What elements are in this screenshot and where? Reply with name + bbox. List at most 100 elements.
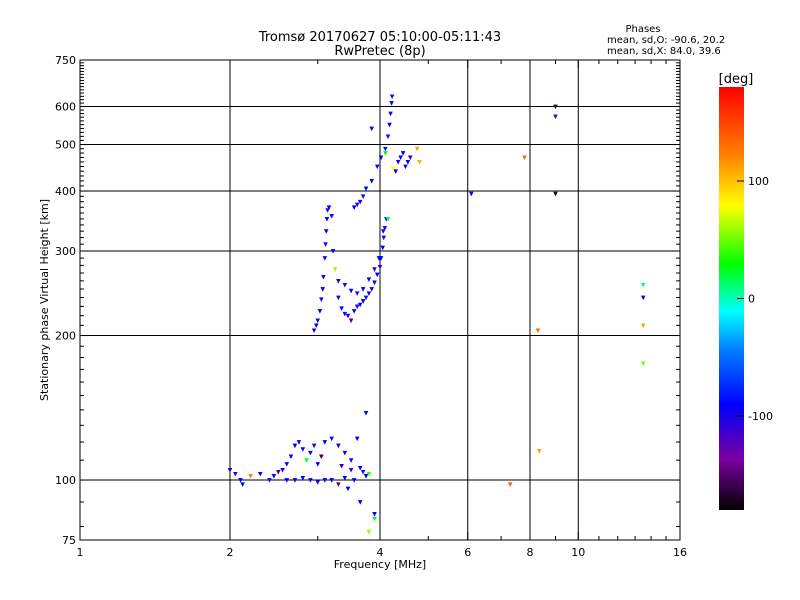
- echo-point: [390, 166, 396, 172]
- echo-point: [336, 443, 341, 449]
- echo-point: [640, 282, 646, 288]
- echo-point: [336, 278, 341, 284]
- echo-point: [296, 440, 302, 445]
- echo-point: [345, 313, 351, 319]
- echo-point: [271, 474, 277, 479]
- echo-point: [372, 267, 377, 272]
- echo-point: [354, 304, 360, 310]
- echo-point: [332, 267, 338, 272]
- echo-point: [304, 458, 309, 463]
- echo-point: [403, 164, 408, 170]
- echo-point: [354, 291, 360, 296]
- echo-point: [382, 226, 388, 231]
- x-tick-label: 4: [377, 546, 384, 559]
- echo-point: [380, 245, 385, 251]
- echo-point: [342, 282, 348, 288]
- x-axis-label: Frequency [MHz]: [334, 558, 426, 571]
- echo-point: [351, 205, 357, 210]
- echo-point: [322, 440, 328, 445]
- echo-point: [357, 199, 363, 205]
- echo-point: [240, 482, 245, 487]
- echo-point: [366, 277, 372, 282]
- y-tick-label: 400: [55, 185, 76, 198]
- y-axis: 75 100 200 300 400 500 600 750: [55, 54, 680, 547]
- echo-point: [339, 464, 344, 469]
- x-tick-label: 1: [77, 546, 84, 559]
- grid-lines: [80, 60, 680, 540]
- x-tick-label: 8: [527, 546, 534, 559]
- echo-point: [640, 323, 646, 329]
- echo-point: [284, 478, 290, 483]
- echo-point: [357, 465, 363, 471]
- echo-point: [363, 186, 369, 192]
- colorbar-label: [deg]: [719, 72, 754, 87]
- echo-point: [407, 155, 413, 161]
- echo-point: [360, 194, 366, 199]
- y-tick-label: 100: [55, 474, 76, 487]
- echo-point: [381, 235, 387, 241]
- colorbar-tick-label: -100: [748, 410, 773, 423]
- echo-point: [553, 191, 558, 197]
- stats-extraordinary: mean, sd,X: 84.0, 39.6: [607, 46, 721, 57]
- echo-point: [360, 299, 366, 304]
- echo-point: [366, 529, 372, 535]
- colorbar-tick-label: 100: [748, 175, 769, 188]
- echo-point: [522, 155, 527, 161]
- echo-point: [292, 443, 298, 449]
- echo-point: [320, 287, 326, 292]
- echo-point: [376, 256, 382, 261]
- y-tick-label: 75: [62, 534, 76, 547]
- echo-point: [363, 474, 369, 479]
- echo-point: [257, 471, 263, 477]
- echo-point: [363, 295, 369, 301]
- y-tick-label: 600: [55, 101, 76, 114]
- echo-point: [342, 311, 348, 317]
- echo-point: [315, 480, 321, 485]
- x-tick-label: 6: [464, 546, 471, 559]
- echo-point: [366, 291, 372, 296]
- x-tick-label: 16: [673, 546, 687, 559]
- colorbar-ticks: 100 0 -100: [737, 175, 773, 423]
- echo-point: [336, 482, 341, 487]
- colorbar-tick-label: 0: [748, 293, 755, 306]
- echo-point: [238, 478, 243, 483]
- echo-point: [276, 469, 281, 475]
- echo-point: [535, 328, 541, 334]
- echo-point: [308, 478, 313, 483]
- echo-point: [345, 486, 351, 492]
- echo-point: [329, 436, 334, 442]
- stats-ordinary: mean, sd,O: -90.6, 20.2: [607, 35, 725, 46]
- echo-point: [387, 122, 392, 128]
- echo-point: [369, 287, 375, 292]
- echo-point: [398, 155, 403, 161]
- echo-point: [322, 478, 328, 483]
- echo-point: [553, 114, 558, 120]
- y-axis-label: Stationary phase Virtual Height [km]: [38, 199, 51, 401]
- echo-point: [354, 436, 360, 442]
- echo-point: [319, 454, 324, 460]
- echo-point: [321, 274, 326, 280]
- echo-point: [348, 288, 354, 294]
- echo-point: [357, 302, 363, 308]
- echo-point: [372, 516, 377, 522]
- echo-point: [374, 272, 380, 278]
- echo-point: [325, 208, 330, 213]
- echo-point: [357, 500, 363, 505]
- y-tick-label: 500: [55, 139, 76, 152]
- echo-point: [372, 280, 377, 286]
- echo-point: [323, 229, 329, 234]
- echo-point: [248, 474, 253, 479]
- echo-point: [378, 155, 384, 161]
- y-tick-label: 750: [55, 54, 76, 67]
- echo-point: [372, 512, 377, 517]
- x-axis: 1 2 4 6 8 10 16: [77, 60, 687, 559]
- echo-points: [227, 94, 646, 535]
- echo-point: [329, 214, 334, 219]
- echo-point: [400, 151, 406, 156]
- echo-point: [354, 202, 360, 208]
- echo-point: [640, 295, 646, 301]
- echo-point: [315, 462, 321, 467]
- echo-point: [342, 450, 348, 456]
- echo-point: [393, 169, 398, 174]
